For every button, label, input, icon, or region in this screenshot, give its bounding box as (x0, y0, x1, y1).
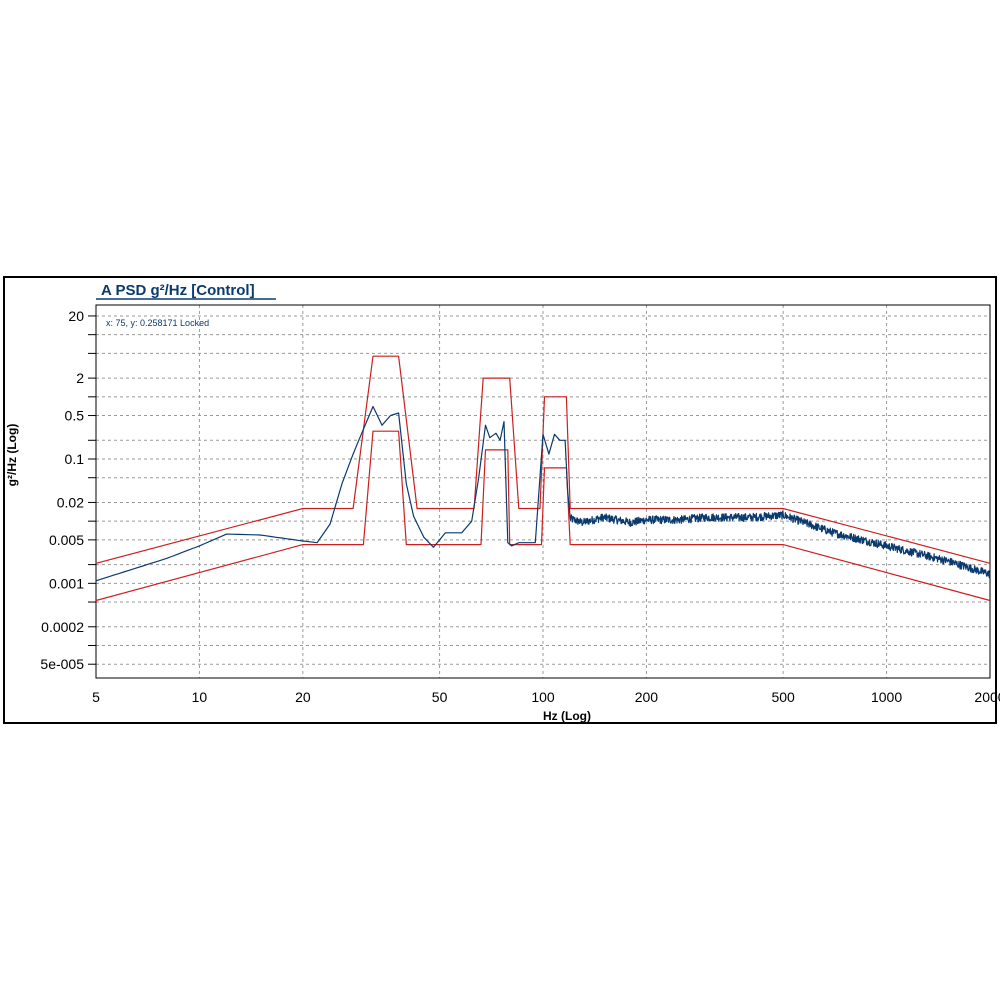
grid (88, 305, 991, 678)
x-tick-label: 1000 (871, 689, 902, 705)
x-axis-label: Hz (Log) (543, 709, 591, 723)
y-tick-label: 0.001 (49, 575, 84, 591)
chart-frame (3, 276, 997, 724)
x-tick-label: 5 (92, 689, 100, 705)
y-tick-label: 0.005 (49, 532, 84, 548)
series-layer (95, 355, 991, 602)
y-tick-label: 5e-005 (40, 656, 84, 672)
x-tick-label: 2000 (974, 689, 1000, 705)
y-tick-label: 0.02 (57, 494, 84, 510)
y-tick-label: 0.1 (65, 451, 85, 467)
upper-limit-line (95, 355, 991, 564)
y-tick-labels: 5e-005 0.0002 0.001 0.005 0.02 0.1 0.5 2 20 (40, 308, 84, 672)
x-tick-label: 50 (432, 689, 448, 705)
x-tick-label: 10 (192, 689, 208, 705)
control-line (95, 405, 991, 582)
chart-title: A PSD g²/Hz [Control] (101, 282, 255, 299)
y-axis-label: g²/Hz (Log) (5, 424, 19, 487)
x-tick-labels: 5 10 20 50 100 200 500 1000 2000 (92, 689, 1000, 705)
y-tick-label: 0.0002 (41, 619, 84, 635)
lower-limit-line (95, 430, 991, 602)
x-tick-label: 500 (771, 689, 795, 705)
x-tick-label: 20 (295, 689, 311, 705)
x-tick-label: 100 (531, 689, 555, 705)
y-tick-label: 0.5 (65, 408, 85, 424)
plot-area (95, 304, 991, 679)
cursor-readout: x: 75, y: 0.258171 Locked (106, 318, 209, 328)
y-tick-label: 20 (68, 308, 84, 324)
y-tick-label: 2 (76, 370, 84, 386)
x-tick-label: 200 (635, 689, 659, 705)
